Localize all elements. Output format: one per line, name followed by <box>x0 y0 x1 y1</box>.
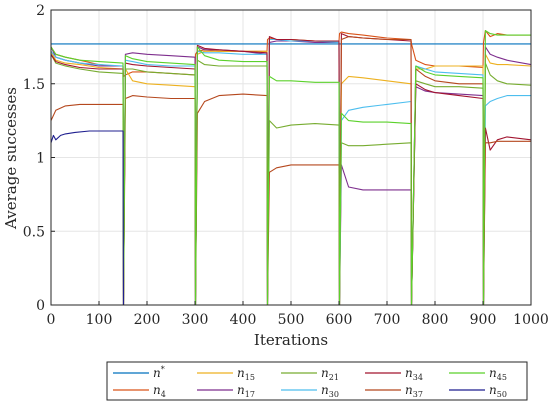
legend-label-subscript: 50 <box>497 390 507 399</box>
legend-label-subscript: 45 <box>497 373 507 382</box>
y-axis-ticks: 0 0.5 1 1.5 2 <box>23 3 55 314</box>
y-tick-label: 0 <box>36 298 45 314</box>
legend-label-base: n <box>489 383 497 397</box>
legend-label: n21 <box>321 366 339 382</box>
x-axis-ticks: 0 100 200 300 400 500 600 700 800 900 1000 <box>47 301 549 328</box>
legend-label: n50 <box>489 383 507 399</box>
legend-label-subscript: 37 <box>413 390 423 399</box>
x-tick-label: 1000 <box>513 312 549 328</box>
legend-label-base: n <box>405 383 413 397</box>
y-axis-label: Average successes <box>2 87 20 230</box>
legend-label-base: n <box>237 366 245 380</box>
legend-label-base: n <box>237 383 245 397</box>
x-tick-label: 100 <box>86 312 113 328</box>
legend-label: n34 <box>405 366 423 382</box>
legend-label-base: n <box>489 366 497 380</box>
x-tick-label: 0 <box>47 312 56 328</box>
legend-label-subscript: 4 <box>161 390 166 399</box>
legend-label-base: n <box>153 383 161 397</box>
x-tick-label: 900 <box>470 312 497 328</box>
x-axis-label: Iterations <box>254 331 328 349</box>
legend-label-subscript: 34 <box>413 373 423 382</box>
legend-label-superscript: * <box>161 365 165 374</box>
legend-label: n37 <box>405 383 423 399</box>
legend-label-base: n <box>321 366 329 380</box>
legend-box <box>106 361 528 401</box>
legend-label: n* <box>153 365 165 380</box>
x-tick-label: 600 <box>326 312 353 328</box>
x-tick-label: 700 <box>374 312 401 328</box>
legend-label: n17 <box>237 383 255 399</box>
legend-label-subscript: 15 <box>245 373 255 382</box>
series-line-n45 <box>50 30 531 306</box>
series-line-n50 <box>50 130 531 306</box>
series-lines <box>50 30 532 306</box>
x-tick-label: 200 <box>134 312 161 328</box>
legend-label: n4 <box>153 383 166 399</box>
y-tick-label: 2 <box>36 3 45 19</box>
legend-label-base: n <box>321 383 329 397</box>
y-tick-label: 0.5 <box>23 224 45 240</box>
x-tick-label: 800 <box>422 312 449 328</box>
y-tick-label: 1 <box>36 151 45 167</box>
legend-label-subscript: 17 <box>245 390 255 399</box>
legend-label: n45 <box>489 366 507 382</box>
y-tick-label: 1.5 <box>23 77 45 93</box>
legend-label-base: n <box>405 366 413 380</box>
x-tick-label: 400 <box>230 312 257 328</box>
legend-label: n15 <box>237 366 255 382</box>
legend-label-subscript: 21 <box>329 373 339 382</box>
legend-label-base: n <box>153 366 161 380</box>
x-tick-label: 500 <box>278 312 305 328</box>
legend-label: n30 <box>321 383 339 399</box>
legend-label-subscript: 30 <box>329 390 339 399</box>
x-tick-label: 300 <box>182 312 209 328</box>
